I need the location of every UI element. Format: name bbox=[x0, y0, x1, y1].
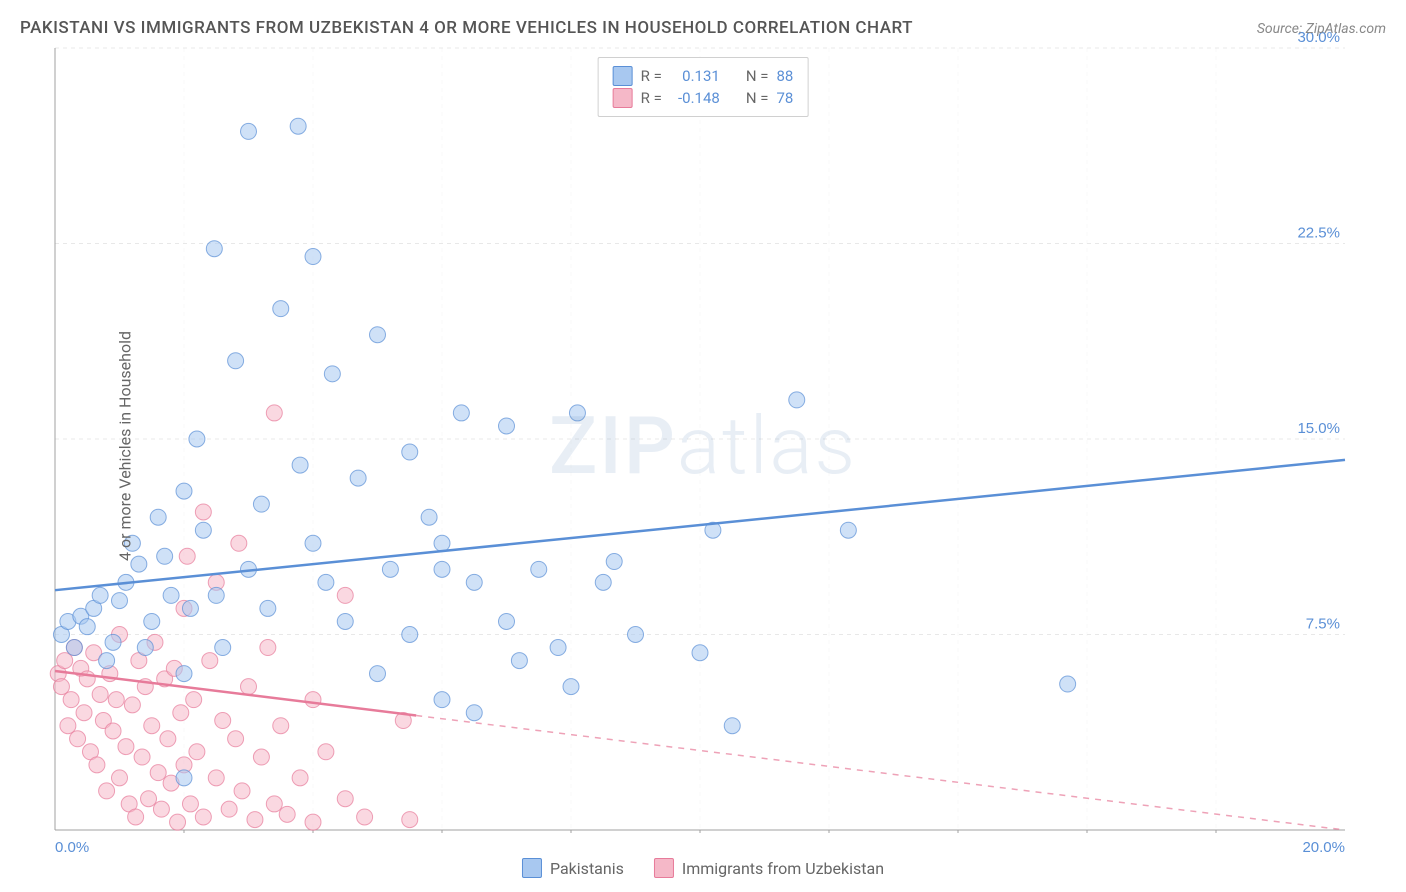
svg-text:20.0%: 20.0% bbox=[1302, 839, 1345, 856]
scatter-chart: 7.5%15.0%22.5%30.0%0.0%20.0% bbox=[0, 0, 1406, 892]
y-axis-label: 4 or more Vehicles in Household bbox=[116, 331, 135, 561]
legend-swatch-icon bbox=[613, 66, 633, 86]
legend-swatch-icon bbox=[654, 858, 674, 878]
legend-item-uzbekistan: Immigrants from Uzbekistan bbox=[654, 858, 884, 878]
correlation-legend: R = 0.131 N = 88 R = -0.148 N = 78 bbox=[598, 57, 809, 117]
svg-text:0.0%: 0.0% bbox=[55, 839, 89, 856]
legend-swatch-icon bbox=[522, 858, 542, 878]
legend-row-pakistanis: R = 0.131 N = 88 bbox=[613, 66, 794, 86]
chart-title: PAKISTANI VS IMMIGRANTS FROM UZBEKISTAN … bbox=[20, 18, 913, 38]
series-legend: Pakistanis Immigrants from Uzbekistan bbox=[522, 858, 884, 878]
legend-row-uzbekistan: R = -0.148 N = 78 bbox=[613, 88, 794, 108]
source-attribution: Source: ZipAtlas.com bbox=[1257, 21, 1386, 37]
svg-text:7.5%: 7.5% bbox=[1306, 616, 1340, 633]
legend-item-pakistanis: Pakistanis bbox=[522, 858, 624, 878]
legend-swatch-icon bbox=[613, 88, 633, 108]
svg-text:15.0%: 15.0% bbox=[1297, 420, 1340, 437]
svg-text:22.5%: 22.5% bbox=[1297, 225, 1340, 242]
